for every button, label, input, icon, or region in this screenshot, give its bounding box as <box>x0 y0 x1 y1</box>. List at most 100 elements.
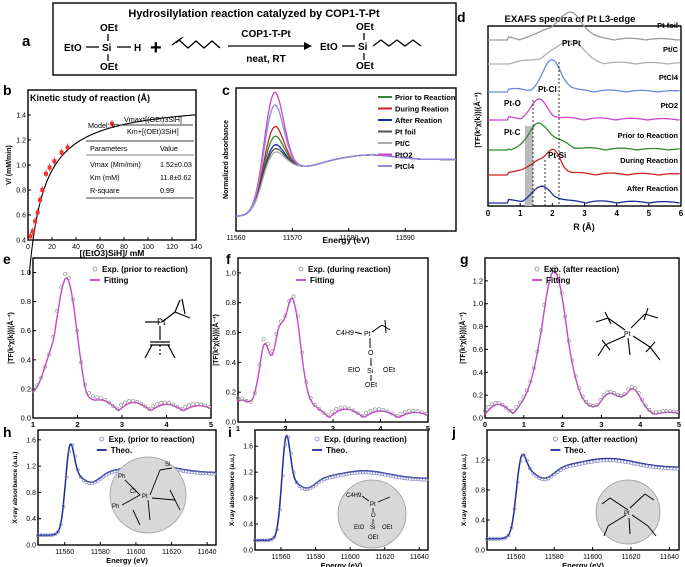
y-tick-label: 0.4 <box>16 238 26 245</box>
x-tick-label: 60 <box>96 244 104 251</box>
data-point <box>35 210 40 215</box>
svg-text:0.99: 0.99 <box>160 186 174 195</box>
exp-point <box>319 478 324 483</box>
exp-point <box>573 374 578 379</box>
exp-point <box>535 349 540 354</box>
exp-point <box>338 405 343 410</box>
y-axis-label: V/ (mM/min) <box>6 145 13 185</box>
panel-letter-f: f <box>226 251 231 267</box>
exp-point <box>509 525 514 530</box>
x-tick-label: 11560 <box>227 235 246 242</box>
series-label: PtCl4 <box>659 73 679 82</box>
exp-point <box>289 451 293 456</box>
exp-point <box>419 410 424 415</box>
exp-point <box>504 405 508 410</box>
chart-d-title: EXAFS spectra of Pt L3-edge <box>505 14 636 25</box>
y-tick-label: 0.4 <box>243 522 253 529</box>
data-point <box>30 229 35 234</box>
exp-point <box>538 328 543 333</box>
exp-point <box>675 410 679 415</box>
x-tick-label: 1 <box>522 420 526 429</box>
exp-point <box>93 480 97 485</box>
exp-point <box>311 484 315 489</box>
y-tick-label: 1.0 <box>21 268 31 277</box>
y-tick-label: 0.4 <box>473 368 483 377</box>
exp-point <box>101 474 106 479</box>
exp-point <box>191 402 196 407</box>
legend-label: Exp. (after reaction) <box>544 265 619 274</box>
exp-point <box>411 408 416 413</box>
svg-text:O: O <box>371 513 376 519</box>
x-axis-label: R (Å) <box>573 222 595 232</box>
svg-text:Ph: Ph <box>112 504 119 510</box>
series-label: Pt foil <box>657 21 678 30</box>
data-point <box>28 234 33 239</box>
x-tick-label: 11580 <box>545 554 564 561</box>
exp-point <box>334 407 339 411</box>
exp-point <box>549 268 554 273</box>
data-point <box>110 121 114 126</box>
legend-marker <box>298 266 304 272</box>
exp-point <box>274 332 279 336</box>
data-point <box>59 150 64 155</box>
series-label: PtO2 <box>660 101 678 110</box>
data-point <box>47 165 52 170</box>
data-point <box>40 188 45 192</box>
reactant-silane: OEt EtO Si H OEt <box>64 23 141 73</box>
exp-point <box>552 472 557 477</box>
svg-text:1.52±0.03: 1.52±0.03 <box>160 160 192 169</box>
x-tick-label: 4 <box>164 420 169 429</box>
exp-point <box>179 407 184 411</box>
exp-point <box>107 400 111 405</box>
x-tick-label: 11560 <box>506 554 525 561</box>
exp-point <box>313 403 317 407</box>
exp-point <box>364 411 369 415</box>
exp-point <box>402 410 407 414</box>
x-tick-label: 11580 <box>91 549 110 556</box>
exp-point <box>139 401 144 406</box>
exp-point <box>537 476 542 481</box>
x-tick-label: 4 <box>614 209 619 218</box>
x-tick-label: 4 <box>378 424 383 433</box>
chart-b-title: Kinetic study of reaction (Å) <box>30 93 150 103</box>
series-line <box>488 58 680 93</box>
legend-label: Fitting <box>546 276 571 285</box>
exp-point <box>570 358 575 363</box>
legend-label: Exp. (during reaction) <box>308 265 391 274</box>
series-label: After Reaction <box>627 184 679 193</box>
x-tick-label: 2 <box>550 209 555 218</box>
peak-annotation: Pt-Cl <box>538 85 557 94</box>
exp-point <box>316 480 321 485</box>
exp-point <box>675 467 680 471</box>
exp-point <box>389 411 394 416</box>
exp-point <box>58 523 63 527</box>
svg-text:Ph: Ph <box>118 474 125 480</box>
reactant-h: H <box>134 43 141 54</box>
peak-annotation: Pt-Pt <box>562 39 581 48</box>
y-tick-label: 1.0 <box>16 163 26 170</box>
exp-point <box>257 363 262 367</box>
peak-annotation: Pt-C <box>504 128 521 137</box>
x-tick-label: 11600 <box>341 554 360 561</box>
y-tick-label: 0.0 <box>243 548 253 555</box>
exp-point <box>155 402 160 406</box>
exp-point <box>598 398 603 402</box>
panel-h: h 11560 11580 11600 11620 11640 0.0 0.4 0.8 1.2 1… <box>3 424 217 565</box>
x-tick-label: 20 <box>48 244 56 251</box>
x-tick-label: 5 <box>647 209 652 218</box>
y-tick-label: 0.8 <box>21 297 31 306</box>
exp-point <box>394 413 399 418</box>
exp-point <box>347 406 352 411</box>
legend-label: Fitting <box>310 276 335 285</box>
panel-letter-d: d <box>457 9 466 25</box>
x-tick-label: 11590 <box>396 235 415 242</box>
y-tick-label: 0.8 <box>16 188 26 195</box>
exp-point <box>640 397 645 402</box>
model-equation: Model: v= Vmax*[(OEt)3SiH] Km+[(OEt)3SiH… <box>88 115 193 136</box>
exp-point <box>317 407 322 411</box>
y-tick-label: 0.0 <box>473 414 483 423</box>
exp-point <box>159 400 164 405</box>
legend-label: Pt/C <box>395 139 411 148</box>
x-tick-label: 0 <box>486 209 491 218</box>
